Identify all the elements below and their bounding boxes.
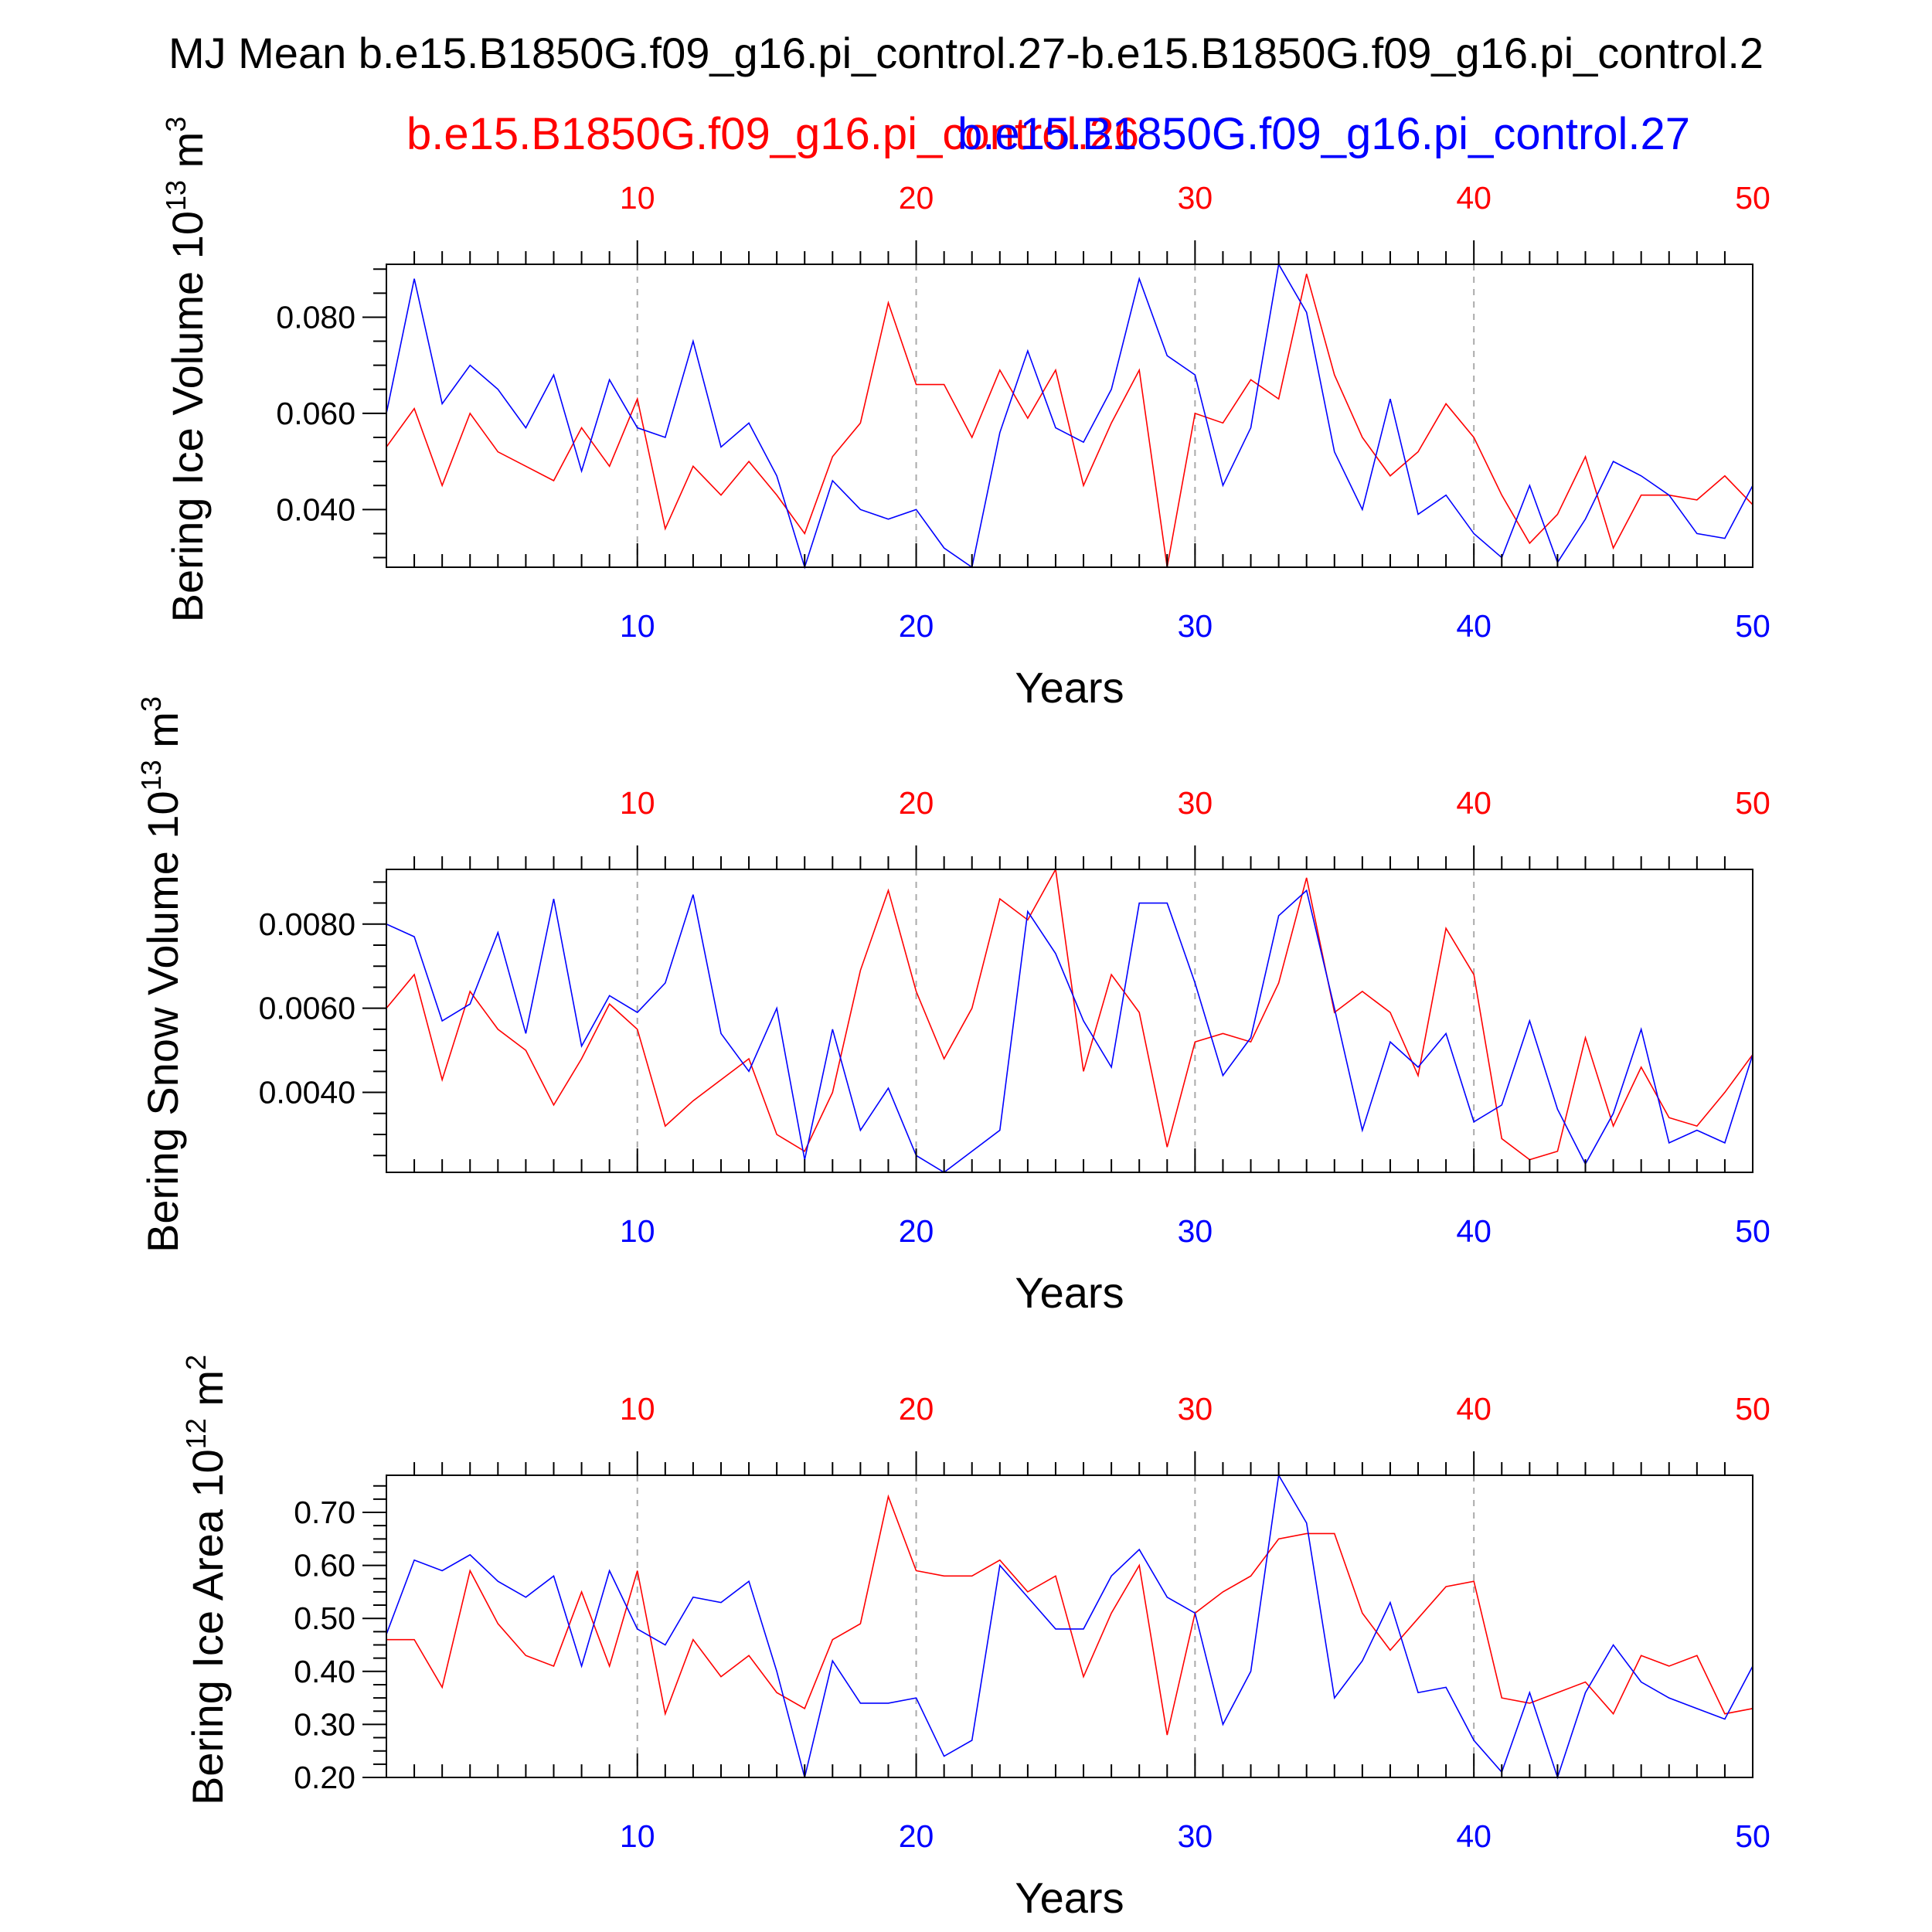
x-tick-label-bottom: 40 (1456, 1213, 1492, 1249)
chart-panels: 10 10 20 20 30 30 40 40 50 50 0.040 0.060 0.080 Years… (135, 117, 1770, 1922)
x-tick-label-bottom: 20 (899, 1818, 934, 1854)
x-tick-label-bottom: 50 (1735, 1213, 1770, 1249)
x-tick-label-top: 50 (1735, 1391, 1770, 1427)
x-tick-label-bottom: 30 (1178, 1213, 1213, 1249)
x-tick-label-bottom: 10 (620, 608, 655, 644)
series-title-red: b.e15.B1850G.f09_g16.pi_control.26 (406, 109, 1139, 159)
x-axis-label: Years (1015, 1268, 1124, 1317)
series-line-blue (386, 1473, 1753, 1780)
x-tick-label-top: 50 (1735, 785, 1770, 821)
x-tick-label-bottom: 40 (1456, 1818, 1492, 1854)
series-line-red (386, 1494, 1753, 1736)
x-tick-label-top: 10 (620, 1391, 655, 1427)
x-tick-label-top: 40 (1456, 785, 1492, 821)
series-title-blue: b.e15.B1850G.f09_g16.pi_control.27 (957, 109, 1690, 159)
x-tick-label-top: 20 (899, 785, 934, 821)
y-tick-label: 0.040 (276, 492, 355, 527)
y-tick-label: 0.40 (294, 1654, 355, 1689)
plot-frame (386, 869, 1753, 1173)
x-tick-label-top: 30 (1178, 785, 1213, 821)
series-line-red (386, 274, 1753, 568)
x-tick-label-bottom: 30 (1178, 1818, 1213, 1854)
y-tick-label: 0.30 (294, 1706, 355, 1742)
chart-panel-3: 10 10 20 20 30 30 40 40 50 50 0.20 0.30 0.40 0.50 0.60… (180, 1355, 1770, 1922)
y-tick-label: 0.0040 (259, 1075, 355, 1111)
x-axis-label: Years (1015, 663, 1124, 712)
y-tick-label: 0.080 (276, 299, 355, 335)
y-tick-label: 0.70 (294, 1495, 355, 1530)
y-tick-label: 0.0080 (259, 906, 355, 942)
x-tick-label-top: 10 (620, 180, 655, 216)
plot-frame (386, 1475, 1753, 1778)
x-tick-label-bottom: 10 (620, 1213, 655, 1249)
x-tick-label-top: 20 (899, 1391, 934, 1427)
x-tick-label-bottom: 50 (1735, 608, 1770, 644)
x-tick-label-bottom: 50 (1735, 1818, 1770, 1854)
x-tick-label-bottom: 20 (899, 1213, 934, 1249)
x-tick-label-top: 50 (1735, 180, 1770, 216)
x-tick-label-top: 30 (1178, 1391, 1213, 1427)
series-line-red (386, 867, 1753, 1161)
x-tick-label-top: 40 (1456, 1391, 1492, 1427)
x-axis-label: Years (1015, 1873, 1124, 1922)
y-tick-label: 0.50 (294, 1600, 355, 1636)
x-tick-label-top: 20 (899, 180, 934, 216)
chart-panel-1: 10 10 20 20 30 30 40 40 50 50 0.040 0.060 0.080 Years… (160, 117, 1770, 712)
x-tick-label-bottom: 40 (1456, 608, 1492, 644)
y-tick-label: 0.60 (294, 1548, 355, 1583)
main-title: MJ Mean b.e15.B1850G.f09_g16.pi_control.… (168, 29, 1764, 77)
y-axis-label: Bering Ice Volume 1013 m3 (160, 117, 212, 623)
x-tick-label-top: 40 (1456, 180, 1492, 216)
y-tick-label: 0.0060 (259, 991, 355, 1026)
x-tick-label-bottom: 20 (899, 608, 934, 644)
y-axis-label: Bering Ice Area 1012 m2 (180, 1355, 232, 1805)
chart-panel-2: 10 10 20 20 30 30 40 40 50 50 0.0040 0.0060 0.0080 Ye… (135, 696, 1770, 1317)
x-tick-label-top: 30 (1178, 180, 1213, 216)
x-tick-label-bottom: 30 (1178, 608, 1213, 644)
plot-frame (386, 264, 1753, 568)
y-tick-label: 0.20 (294, 1760, 355, 1795)
series-line-blue (386, 262, 1753, 570)
x-tick-label-bottom: 10 (620, 1818, 655, 1854)
y-axis-label: Bering Snow Volume 1013 m3 (135, 696, 187, 1253)
x-tick-label-top: 10 (620, 785, 655, 821)
y-tick-label: 0.060 (276, 396, 355, 431)
series-line-blue (386, 889, 1753, 1173)
